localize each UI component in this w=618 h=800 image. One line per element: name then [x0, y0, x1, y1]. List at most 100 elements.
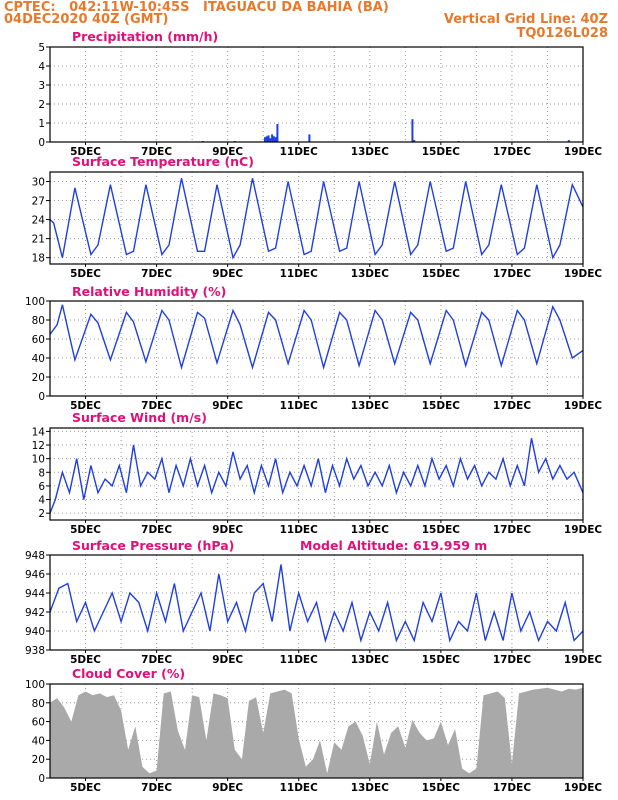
humidity-xtick-label: 13DEC	[351, 400, 390, 412]
cloud-cover-ytick-label: 0	[38, 773, 45, 785]
pressure-note: Model Altitude: 619.959 m	[300, 538, 487, 553]
precipitation-xtick-label: 5DEC	[70, 146, 101, 158]
wind-ytick-label: 8	[38, 467, 45, 479]
humidity-ytick-label: 0	[38, 391, 45, 403]
pressure-xtick-label: 9DEC	[212, 654, 243, 666]
precipitation-ytick-label: 2	[38, 99, 45, 111]
pressure-frame	[49, 554, 584, 651]
precipitation-xtick-label: 15DEC	[422, 146, 461, 158]
humidity-ytick-label: 100	[25, 296, 45, 308]
cloud-cover-ytick-label: 60	[32, 717, 45, 729]
temperature-ytick-label: 18	[32, 253, 45, 265]
humidity-xtick-label: 9DEC	[212, 400, 243, 412]
precipitation-title: Precipitation (mm/h)	[72, 29, 218, 44]
humidity-xtick-label: 17DEC	[493, 400, 532, 412]
wind-xtick-label: 5DEC	[70, 524, 101, 536]
wind-xtick-label: 17DEC	[493, 524, 532, 536]
temperature-title: Surface Temperature (nC)	[72, 154, 254, 169]
wind-xtick-label: 11DEC	[280, 524, 319, 536]
cloud-cover-xtick-label: 13DEC	[351, 782, 390, 794]
humidity-xtick-label: 7DEC	[141, 400, 172, 412]
temperature-xtick-label: 13DEC	[351, 268, 390, 280]
cloud-cover-xtick-label: 5DEC	[70, 782, 101, 794]
wind-ytick-label: 14	[32, 426, 46, 438]
cloud-cover-xtick-label: 19DEC	[564, 782, 603, 794]
cloud-cover-title: Cloud Cover (%)	[72, 666, 185, 681]
precipitation-bar	[274, 137, 277, 142]
precipitation-bar	[271, 134, 274, 142]
header-line2: 04DEC2020 40Z (GMT)	[4, 12, 169, 27]
precipitation-bar	[413, 140, 416, 142]
temperature-ytick-label: 27	[32, 196, 45, 208]
wind-ytick-label: 2	[38, 508, 45, 520]
wind-title: Surface Wind (m/s)	[72, 410, 207, 425]
temperature-xtick-label: 15DEC	[422, 268, 461, 280]
precipitation-bar	[272, 136, 275, 142]
pressure-xtick-label: 17DEC	[493, 654, 532, 666]
humidity-line	[49, 304, 584, 371]
cloud-cover-ytick-label: 80	[32, 698, 45, 710]
temperature-frame	[49, 171, 584, 265]
wind-xtick-label: 9DEC	[212, 524, 243, 536]
precipitation-bar	[269, 138, 272, 142]
temperature-xtick-label: 19DEC	[564, 268, 603, 280]
temperature-xtick-label: 17DEC	[493, 268, 532, 280]
cloud-cover-ytick-label: 20	[32, 754, 45, 766]
precipitation-bar	[265, 136, 268, 142]
precipitation-xtick-label: 7DEC	[141, 146, 172, 158]
wind-xtick-label: 7DEC	[141, 524, 172, 536]
pressure-ytick-label: 944	[25, 588, 45, 600]
precipitation-ytick-label: 4	[38, 61, 45, 73]
cloud-cover-xtick-label: 7DEC	[141, 782, 172, 794]
temperature-xtick-label: 9DEC	[212, 268, 243, 280]
pressure-xtick-label: 13DEC	[351, 654, 390, 666]
precipitation-bar	[308, 134, 311, 142]
humidity-ytick-label: 20	[32, 372, 45, 384]
humidity-ytick-label: 80	[32, 315, 45, 327]
wind-xtick-label: 15DEC	[422, 524, 461, 536]
precipitation-frame	[49, 46, 584, 143]
precipitation-bar	[267, 135, 270, 142]
cloud-cover-frame	[49, 683, 584, 779]
wind-ytick-label: 12	[32, 440, 45, 452]
humidity-xtick-label: 11DEC	[280, 400, 319, 412]
precipitation-ytick-label: 5	[38, 42, 45, 54]
precipitation-bar	[276, 123, 279, 142]
precipitation-xtick-label: 9DEC	[212, 146, 243, 158]
pressure-ytick-label: 948	[25, 550, 45, 562]
cloud-cover-ytick-label: 100	[25, 679, 45, 691]
precipitation-bar	[567, 140, 570, 142]
humidity-xtick-label: 15DEC	[422, 400, 461, 412]
wind-line	[49, 438, 584, 514]
wind-xtick-label: 13DEC	[351, 524, 390, 536]
model-code: TQ0126L028	[516, 26, 608, 41]
pressure-xtick-label: 7DEC	[141, 654, 172, 666]
temperature-ytick-label: 24	[32, 215, 46, 227]
humidity-ytick-label: 60	[32, 334, 45, 346]
precipitation-bar	[263, 137, 266, 142]
cloud-cover-ytick-label: 40	[32, 735, 45, 747]
pressure-ytick-label: 940	[25, 626, 45, 638]
temperature-xtick-label: 7DEC	[141, 268, 172, 280]
temperature-xtick-label: 5DEC	[70, 268, 101, 280]
cloud-cover-xtick-label: 11DEC	[280, 782, 319, 794]
temperature-ytick-label: 21	[32, 234, 45, 246]
temperature-line	[49, 178, 584, 260]
pressure-xtick-label: 5DEC	[70, 654, 101, 666]
cloud-cover-xtick-label: 17DEC	[493, 782, 532, 794]
precipitation-xtick-label: 13DEC	[351, 146, 390, 158]
pressure-ytick-label: 938	[25, 645, 45, 657]
temperature-xtick-label: 11DEC	[280, 268, 319, 280]
precipitation-bar	[411, 119, 414, 142]
pressure-xtick-label: 15DEC	[422, 654, 461, 666]
precipitation-xtick-label: 19DEC	[564, 146, 603, 158]
pressure-line	[49, 564, 584, 644]
cloud-cover-area	[50, 687, 583, 778]
wind-ytick-label: 4	[38, 495, 45, 507]
cloud-cover-xtick-label: 9DEC	[212, 782, 243, 794]
temperature-ytick-label: 30	[32, 177, 45, 189]
cloud-cover-xtick-label: 15DEC	[422, 782, 461, 794]
pressure-xtick-label: 19DEC	[564, 654, 603, 666]
precipitation-xtick-label: 17DEC	[493, 146, 532, 158]
